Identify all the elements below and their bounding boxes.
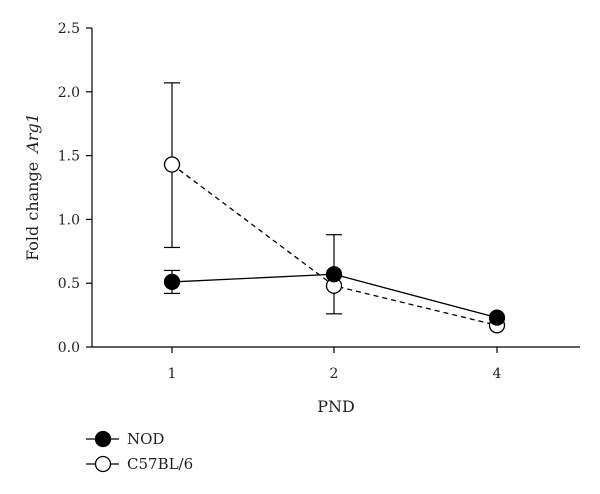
x-tick-label: 1 (168, 366, 177, 382)
legend-marker (94, 455, 112, 473)
y-tick-label: 2.0 (58, 85, 80, 101)
y-tick-label: 0.0 (58, 340, 80, 356)
legend: NOD C57BL/6 (86, 430, 193, 473)
axes (91, 28, 580, 348)
data-point (325, 266, 343, 283)
x-ticks: 1 2 4 (168, 347, 502, 382)
data-point (488, 309, 506, 326)
y-tick-label: 1.5 (58, 149, 80, 165)
y-axis-title-gene: Arg1 (23, 113, 42, 155)
x-tick-label: 4 (493, 366, 502, 382)
legend-label: NOD (127, 430, 164, 448)
y-tick-label: 0.5 (58, 276, 80, 292)
legend-label: C57BL/6 (127, 455, 193, 473)
y-ticks: 0.0 0.5 1.0 1.5 2.0 2.5 (58, 21, 92, 356)
y-tick-label: 2.5 (58, 21, 80, 37)
data-point (163, 273, 181, 291)
y-tick-label: 1.0 (58, 212, 80, 228)
plot-area (163, 82, 506, 334)
x-tick-label: 2 (330, 366, 339, 382)
legend-marker (94, 430, 112, 448)
y-axis-title: Fold change Arg1 (23, 113, 42, 261)
y-axis-title-main: Fold change (23, 162, 42, 261)
data-point (163, 156, 181, 173)
x-axis-title: PND (317, 397, 355, 416)
